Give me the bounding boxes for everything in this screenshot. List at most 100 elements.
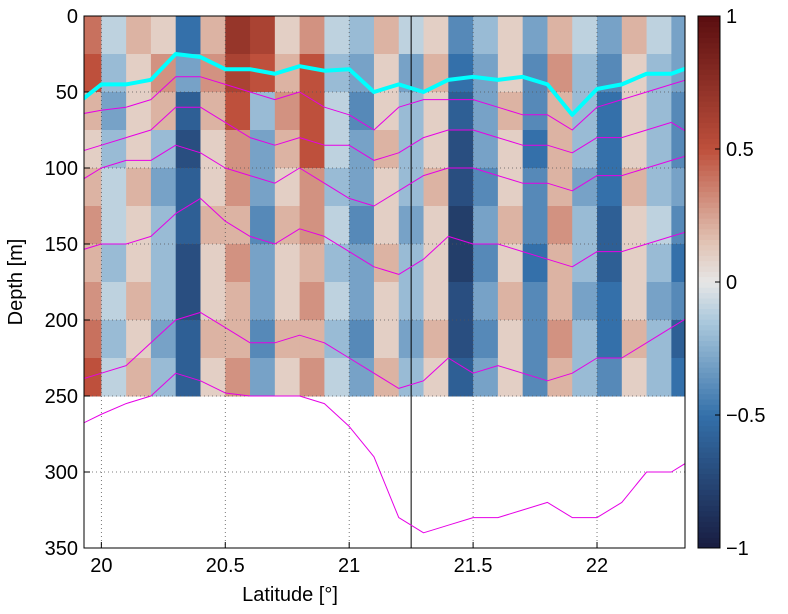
cell: [597, 206, 623, 245]
cell: [200, 16, 226, 55]
cell: [324, 206, 350, 245]
colorbar-swatch: [698, 239, 720, 246]
cell: [324, 168, 350, 207]
cell: [150, 244, 177, 283]
cell: [250, 16, 276, 55]
colorbar-swatch: [698, 404, 720, 411]
contour-line: [84, 76, 685, 131]
colorbar-swatch: [698, 345, 720, 352]
cell: [522, 168, 548, 207]
colorbar-swatch: [698, 271, 720, 278]
cell: [522, 244, 548, 283]
colorbar-swatch: [698, 79, 720, 86]
cell: [274, 168, 301, 207]
cell: [200, 130, 226, 169]
cell: [522, 92, 548, 131]
cell: [497, 320, 524, 359]
cell: [497, 16, 524, 55]
cell: [448, 358, 474, 397]
colorbar-swatch: [698, 430, 720, 437]
cell: [597, 168, 623, 207]
cell: [175, 92, 201, 131]
cell: [126, 130, 152, 169]
colorbar-swatch: [698, 420, 720, 427]
cell: [497, 54, 524, 93]
colorbar-swatch: [698, 441, 720, 448]
cell: [448, 320, 474, 359]
cell: [225, 282, 251, 321]
colorbar-swatch: [698, 473, 720, 480]
cell: [448, 54, 474, 93]
colorbar-swatch: [698, 377, 720, 384]
colorbar-swatch: [698, 21, 720, 28]
colorbar-swatch: [698, 510, 720, 517]
colorbar-swatch: [698, 383, 720, 389]
cell: [373, 206, 400, 245]
colorbar-swatch: [698, 468, 720, 475]
cell: [225, 130, 251, 169]
contours: [84, 16, 685, 548]
colorbar-swatch: [698, 452, 720, 459]
x-tick-label: 22: [586, 555, 608, 577]
cell: [299, 92, 325, 131]
colorbar-swatch: [698, 425, 720, 432]
cell: [522, 206, 548, 245]
cell: [522, 320, 548, 359]
cell: [522, 54, 548, 93]
cell: [547, 206, 573, 245]
cell: [274, 16, 301, 55]
cell: [671, 282, 685, 321]
y-tick-label: 200: [45, 310, 78, 332]
cell: [497, 168, 524, 207]
cell: [250, 358, 276, 397]
cell: [646, 244, 672, 283]
cell: [225, 92, 251, 131]
y-tick-label: 0: [67, 6, 78, 28]
cell: [373, 92, 400, 131]
cell: [597, 16, 623, 55]
cell: [150, 92, 177, 131]
cell: [324, 358, 350, 397]
colorbar-swatch: [698, 351, 720, 357]
colorbar-swatch: [698, 138, 720, 145]
cell: [150, 16, 177, 55]
cell: [250, 206, 276, 245]
cell: [349, 244, 375, 283]
cell: [497, 206, 524, 245]
cell: [646, 16, 672, 55]
colorbar-swatch: [698, 234, 720, 240]
colorbar-swatch: [698, 255, 720, 262]
cell: [126, 168, 152, 207]
cell: [423, 168, 449, 207]
cell: [84, 206, 102, 245]
cell: [423, 244, 449, 283]
cell: [200, 92, 226, 131]
cell: [497, 130, 524, 169]
cell: [349, 282, 375, 321]
cell: [175, 282, 201, 321]
cell: [597, 244, 623, 283]
colorbar-swatch: [698, 457, 720, 464]
cell: [621, 168, 648, 207]
colorbar-swatch: [698, 16, 720, 22]
cell: [101, 282, 127, 321]
colorbar-swatch: [698, 180, 720, 187]
cell: [225, 54, 251, 93]
cell: [373, 168, 400, 207]
cell: [101, 92, 127, 131]
cell: [84, 16, 102, 55]
cell: [547, 54, 573, 93]
colorbar-swatch: [698, 63, 720, 70]
cell: [250, 320, 276, 359]
cell: [225, 244, 251, 283]
colorbar-swatch: [698, 260, 720, 267]
cell: [522, 282, 548, 321]
colorbar-swatch: [698, 117, 720, 123]
cell: [349, 16, 375, 55]
colorbar-swatch: [698, 42, 720, 49]
cell: [423, 320, 449, 359]
colorbar-swatch: [698, 303, 720, 310]
cell: [84, 54, 102, 93]
colorbar-swatch: [698, 95, 720, 102]
cell: [497, 358, 524, 397]
